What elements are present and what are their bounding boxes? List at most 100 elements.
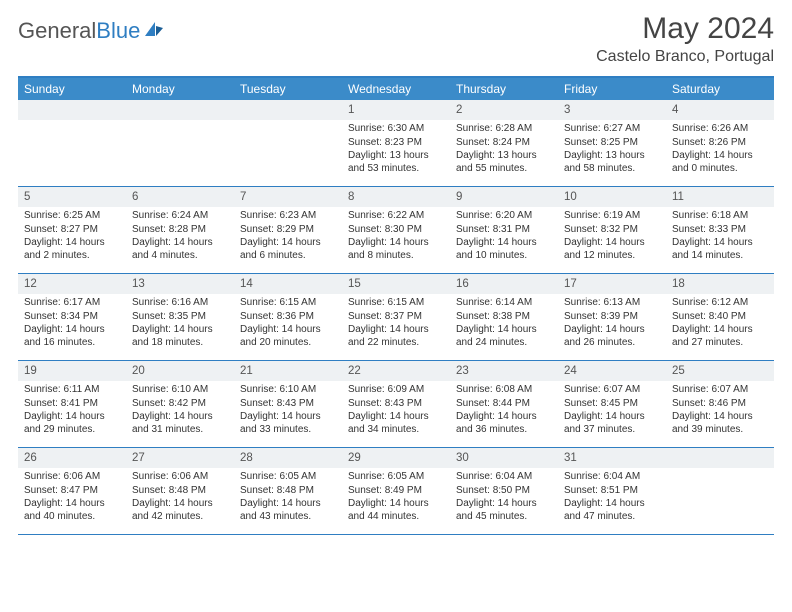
day-cell: 17Sunrise: 6:13 AMSunset: 8:39 PMDayligh… — [558, 274, 666, 360]
day-number: 15 — [342, 274, 450, 294]
sunset-text: Sunset: 8:23 PM — [348, 137, 444, 150]
daylight-text: Daylight: 14 hours and 18 minutes. — [132, 324, 228, 349]
daylight-text: Daylight: 14 hours and 22 minutes. — [348, 324, 444, 349]
sail-icon — [143, 18, 165, 44]
day-details: Sunrise: 6:26 AMSunset: 8:26 PMDaylight:… — [666, 120, 774, 180]
day-cell: 19Sunrise: 6:11 AMSunset: 8:41 PMDayligh… — [18, 361, 126, 447]
brand-part1: General — [18, 18, 96, 44]
daylight-text: Daylight: 14 hours and 31 minutes. — [132, 411, 228, 436]
day-number: 8 — [342, 187, 450, 207]
day-details: Sunrise: 6:13 AMSunset: 8:39 PMDaylight:… — [558, 294, 666, 354]
day-details: Sunrise: 6:15 AMSunset: 8:37 PMDaylight:… — [342, 294, 450, 354]
day-details: Sunrise: 6:05 AMSunset: 8:49 PMDaylight:… — [342, 468, 450, 528]
day-cell: 22Sunrise: 6:09 AMSunset: 8:43 PMDayligh… — [342, 361, 450, 447]
sunrise-text: Sunrise: 6:09 AM — [348, 384, 444, 397]
day-details: Sunrise: 6:12 AMSunset: 8:40 PMDaylight:… — [666, 294, 774, 354]
day-details: Sunrise: 6:22 AMSunset: 8:30 PMDaylight:… — [342, 207, 450, 267]
day-details: Sunrise: 6:20 AMSunset: 8:31 PMDaylight:… — [450, 207, 558, 267]
day-number: 11 — [666, 187, 774, 207]
month-title: May 2024 — [596, 12, 774, 46]
daylight-text: Daylight: 14 hours and 40 minutes. — [24, 498, 120, 523]
dayhead-sat: Saturday — [666, 78, 774, 100]
day-number: 17 — [558, 274, 666, 294]
sunset-text: Sunset: 8:44 PM — [456, 398, 552, 411]
day-cell: 31Sunrise: 6:04 AMSunset: 8:51 PMDayligh… — [558, 448, 666, 534]
title-block: May 2024 Castelo Branco, Portugal — [596, 12, 774, 66]
day-header-row: Sunday Monday Tuesday Wednesday Thursday… — [18, 78, 774, 100]
day-cell: 16Sunrise: 6:14 AMSunset: 8:38 PMDayligh… — [450, 274, 558, 360]
daylight-text: Daylight: 14 hours and 39 minutes. — [672, 411, 768, 436]
day-cell — [234, 100, 342, 186]
sunrise-text: Sunrise: 6:07 AM — [564, 384, 660, 397]
day-cell: 11Sunrise: 6:18 AMSunset: 8:33 PMDayligh… — [666, 187, 774, 273]
sunset-text: Sunset: 8:27 PM — [24, 224, 120, 237]
day-details: Sunrise: 6:19 AMSunset: 8:32 PMDaylight:… — [558, 207, 666, 267]
day-details: Sunrise: 6:04 AMSunset: 8:50 PMDaylight:… — [450, 468, 558, 528]
day-number: 26 — [18, 448, 126, 468]
day-details: Sunrise: 6:24 AMSunset: 8:28 PMDaylight:… — [126, 207, 234, 267]
sunrise-text: Sunrise: 6:27 AM — [564, 123, 660, 136]
daylight-text: Daylight: 14 hours and 4 minutes. — [132, 237, 228, 262]
day-cell — [126, 100, 234, 186]
day-number: 25 — [666, 361, 774, 381]
daylight-text: Daylight: 13 hours and 55 minutes. — [456, 150, 552, 175]
week-row: 1Sunrise: 6:30 AMSunset: 8:23 PMDaylight… — [18, 100, 774, 187]
day-number: 31 — [558, 448, 666, 468]
sunset-text: Sunset: 8:48 PM — [132, 485, 228, 498]
sunrise-text: Sunrise: 6:17 AM — [24, 297, 120, 310]
sunrise-text: Sunrise: 6:25 AM — [24, 210, 120, 223]
sunrise-text: Sunrise: 6:15 AM — [348, 297, 444, 310]
day-details: Sunrise: 6:09 AMSunset: 8:43 PMDaylight:… — [342, 381, 450, 441]
sunrise-text: Sunrise: 6:06 AM — [132, 471, 228, 484]
header: GeneralBlue May 2024 Castelo Branco, Por… — [18, 12, 774, 66]
day-cell: 29Sunrise: 6:05 AMSunset: 8:49 PMDayligh… — [342, 448, 450, 534]
day-cell — [18, 100, 126, 186]
day-number: 21 — [234, 361, 342, 381]
daylight-text: Daylight: 14 hours and 6 minutes. — [240, 237, 336, 262]
day-cell: 24Sunrise: 6:07 AMSunset: 8:45 PMDayligh… — [558, 361, 666, 447]
daylight-text: Daylight: 14 hours and 26 minutes. — [564, 324, 660, 349]
sunset-text: Sunset: 8:24 PM — [456, 137, 552, 150]
daylight-text: Daylight: 14 hours and 47 minutes. — [564, 498, 660, 523]
day-number: 28 — [234, 448, 342, 468]
day-number: 3 — [558, 100, 666, 120]
day-number — [126, 100, 234, 120]
day-number — [234, 100, 342, 120]
day-number: 20 — [126, 361, 234, 381]
dayhead-tue: Tuesday — [234, 78, 342, 100]
daylight-text: Daylight: 14 hours and 12 minutes. — [564, 237, 660, 262]
day-cell: 6Sunrise: 6:24 AMSunset: 8:28 PMDaylight… — [126, 187, 234, 273]
sunrise-text: Sunrise: 6:07 AM — [672, 384, 768, 397]
daylight-text: Daylight: 14 hours and 29 minutes. — [24, 411, 120, 436]
day-details: Sunrise: 6:05 AMSunset: 8:48 PMDaylight:… — [234, 468, 342, 528]
sunrise-text: Sunrise: 6:19 AM — [564, 210, 660, 223]
sunset-text: Sunset: 8:46 PM — [672, 398, 768, 411]
day-number: 18 — [666, 274, 774, 294]
weeks-container: 1Sunrise: 6:30 AMSunset: 8:23 PMDaylight… — [18, 100, 774, 535]
sunset-text: Sunset: 8:45 PM — [564, 398, 660, 411]
sunset-text: Sunset: 8:33 PM — [672, 224, 768, 237]
daylight-text: Daylight: 14 hours and 34 minutes. — [348, 411, 444, 436]
sunrise-text: Sunrise: 6:15 AM — [240, 297, 336, 310]
sunrise-text: Sunrise: 6:04 AM — [456, 471, 552, 484]
sunset-text: Sunset: 8:38 PM — [456, 311, 552, 324]
day-number: 6 — [126, 187, 234, 207]
day-number: 1 — [342, 100, 450, 120]
sunrise-text: Sunrise: 6:06 AM — [24, 471, 120, 484]
sunrise-text: Sunrise: 6:14 AM — [456, 297, 552, 310]
dayhead-wed: Wednesday — [342, 78, 450, 100]
day-cell: 23Sunrise: 6:08 AMSunset: 8:44 PMDayligh… — [450, 361, 558, 447]
day-details: Sunrise: 6:10 AMSunset: 8:43 PMDaylight:… — [234, 381, 342, 441]
sunrise-text: Sunrise: 6:23 AM — [240, 210, 336, 223]
sunrise-text: Sunrise: 6:26 AM — [672, 123, 768, 136]
sunset-text: Sunset: 8:26 PM — [672, 137, 768, 150]
daylight-text: Daylight: 14 hours and 45 minutes. — [456, 498, 552, 523]
daylight-text: Daylight: 14 hours and 36 minutes. — [456, 411, 552, 436]
day-cell: 21Sunrise: 6:10 AMSunset: 8:43 PMDayligh… — [234, 361, 342, 447]
day-number: 27 — [126, 448, 234, 468]
sunset-text: Sunset: 8:43 PM — [240, 398, 336, 411]
day-details: Sunrise: 6:16 AMSunset: 8:35 PMDaylight:… — [126, 294, 234, 354]
day-cell: 8Sunrise: 6:22 AMSunset: 8:30 PMDaylight… — [342, 187, 450, 273]
sunrise-text: Sunrise: 6:04 AM — [564, 471, 660, 484]
week-row: 5Sunrise: 6:25 AMSunset: 8:27 PMDaylight… — [18, 187, 774, 274]
